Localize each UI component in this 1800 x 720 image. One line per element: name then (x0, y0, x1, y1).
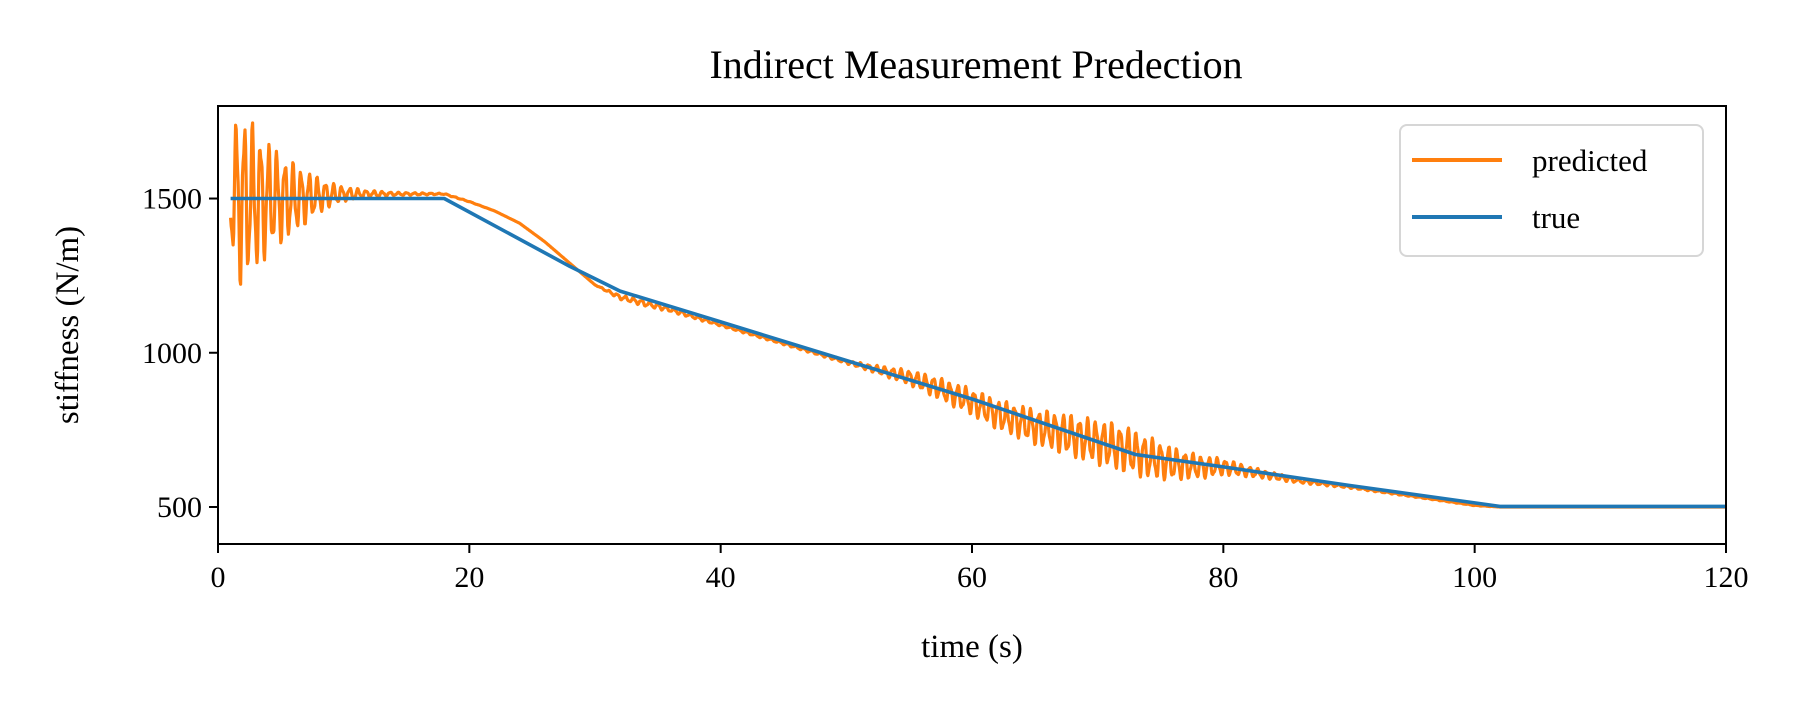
series-line-true (230, 196, 1726, 509)
x-tick-label: 60 (957, 561, 987, 594)
y-axis-label: stiffness (N/m) (50, 226, 86, 424)
series-line-predicted (229, 121, 1726, 509)
legend: predicted true (1399, 124, 1704, 257)
y-tick-label: 1500 (142, 183, 202, 216)
x-tick-label: 0 (211, 561, 226, 594)
x-tick-label: 100 (1452, 561, 1497, 594)
x-tick-label: 40 (706, 561, 736, 594)
x-tick-label: 120 (1704, 561, 1749, 594)
x-tick-label: 20 (454, 561, 484, 594)
legend-entry-predicted: predicted (1532, 143, 1648, 178)
y-axis: 500 1000 1500 (142, 183, 218, 524)
legend-box (1399, 124, 1704, 257)
plot-area (229, 121, 1726, 509)
y-tick-label: 500 (157, 491, 202, 524)
x-tick-label: 80 (1208, 561, 1238, 594)
x-axis-label: time (s) (921, 629, 1023, 665)
legend-entry-true: true (1532, 200, 1580, 235)
x-axis: 0 20 40 60 80 100 120 (211, 544, 1749, 594)
y-tick-label: 1000 (142, 337, 202, 370)
chart-title: Indirect Measurement Predection (709, 42, 1242, 87)
